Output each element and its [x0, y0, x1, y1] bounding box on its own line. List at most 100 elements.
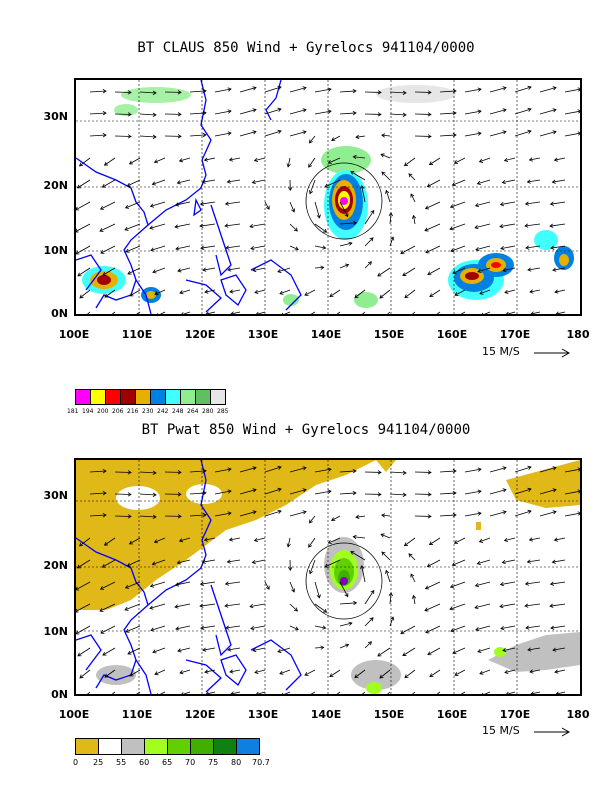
wind-vector [150, 625, 166, 631]
wind-vector-head [177, 514, 182, 519]
wind-vector-head [550, 245, 555, 250]
wind-vector [149, 223, 166, 229]
wind-vector [429, 289, 441, 297]
wind-vector [309, 135, 316, 144]
wind-vector [389, 592, 392, 605]
wind-vector-head [408, 553, 413, 558]
wind-vector-head [402, 90, 407, 95]
wind-vector [249, 603, 266, 607]
wind-vector-head [452, 270, 457, 275]
wind-vector-head [348, 241, 353, 246]
wind-vector-head [227, 511, 232, 516]
map1-legend-label: 280 [202, 408, 214, 415]
wind-vector-head [157, 693, 159, 694]
wind-vector-head [352, 468, 357, 474]
wind-vector-head [344, 593, 349, 598]
wind-vector-head [400, 250, 405, 255]
wind-vector-head [102, 651, 107, 656]
wind-vector [464, 88, 482, 93]
wind-vector-head [429, 293, 434, 298]
wind-vector [410, 193, 416, 203]
wind-vector-head [345, 263, 350, 268]
wind-vector-head [152, 90, 157, 95]
map2-lat-label-20n: 20N [43, 559, 68, 572]
map2-legend-swatch [144, 738, 168, 755]
wind-vector-head [204, 669, 209, 674]
wind-vector [425, 625, 441, 633]
map1-lon-label-110e: 110E [121, 328, 153, 341]
wind-vector-head [327, 467, 332, 472]
wind-vector [381, 551, 391, 561]
wind-vector-head [453, 540, 459, 544]
wind-vector [364, 237, 374, 247]
wind-vector-head [179, 670, 184, 675]
wind-vector [564, 468, 580, 473]
wind-vector-head [308, 163, 313, 168]
wind-vector [314, 223, 327, 233]
wind-vector [289, 625, 299, 630]
wind-vector-head [353, 600, 358, 606]
wind-vector-head [224, 223, 229, 228]
wind-vector [225, 245, 241, 249]
wind-vector-head [154, 671, 159, 676]
map1-legend-swatch [135, 389, 151, 405]
wind-vector [214, 490, 232, 495]
wind-vector [76, 245, 91, 255]
wind-vector-head [505, 311, 509, 314]
wind-vector-head [76, 184, 81, 189]
wind-vector-head [102, 469, 107, 474]
wind-vector-head [577, 511, 580, 516]
wind-vector [364, 261, 372, 269]
wind-vector-head [503, 537, 509, 543]
wind-vector [475, 581, 491, 587]
wind-vector-head [76, 608, 79, 613]
wind-vector [439, 112, 457, 115]
wind-vector [179, 669, 191, 674]
map1-lon-label-150e: 150E [373, 328, 405, 341]
map2-legend-swatch [236, 738, 260, 755]
wind-vector [200, 581, 216, 585]
wind-vector [527, 559, 541, 563]
wind-vector-head [329, 673, 334, 678]
wind-vector [464, 132, 482, 137]
wind-vector [264, 108, 282, 115]
map2-map-canvas [76, 460, 580, 694]
wind-vector [230, 311, 241, 314]
wind-vector [554, 289, 566, 293]
wind-vector [355, 515, 366, 518]
wind-vector [527, 647, 541, 651]
wind-vector [214, 88, 232, 93]
wind-vector [179, 289, 191, 294]
map1-legend-swatch [120, 389, 136, 405]
wind-vector [331, 515, 341, 521]
wind-vector [200, 201, 216, 205]
wind-vector-head [427, 134, 432, 139]
wind-vector-head [291, 208, 296, 213]
map1-lon-label-130e: 130E [247, 328, 279, 341]
map1-legend-label: 285 [217, 408, 229, 415]
wind-vector [324, 559, 341, 568]
wind-vector-head [251, 179, 256, 185]
wind-vector-head [552, 466, 557, 471]
wind-vector-head [329, 293, 334, 298]
wind-vector [225, 625, 241, 629]
map1-lat-label-20n: 20N [43, 179, 68, 192]
wind-vector-head [529, 669, 534, 674]
wind-vector-head [402, 112, 407, 117]
map2-lon-label-180: 180 [566, 708, 590, 721]
map2-legend-label: 70 [185, 758, 196, 767]
wind-vector-head [175, 626, 180, 631]
map2-plot-area [74, 458, 582, 696]
wind-vector [289, 603, 298, 612]
wind-vector [429, 157, 441, 165]
wind-vector-head [293, 607, 298, 612]
wind-vector [205, 691, 216, 694]
wind-vector-head [302, 86, 307, 91]
wind-vector-head [316, 214, 321, 219]
wind-vector [314, 266, 324, 269]
wind-vector [104, 289, 116, 298]
wind-vector-head [350, 551, 355, 555]
wind-vector-head [277, 129, 282, 134]
wind-vector-head [477, 489, 482, 494]
wind-vector [159, 311, 166, 314]
